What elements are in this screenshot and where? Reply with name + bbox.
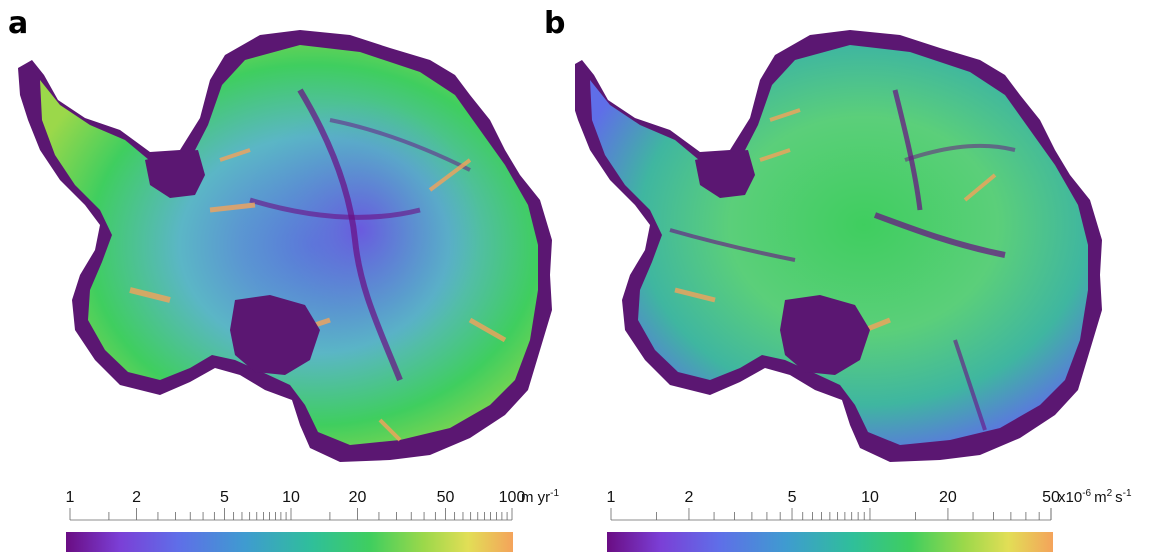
colorbar-tick-label: 10 [282, 489, 300, 506]
colorbar-tick-label: 100 [499, 489, 526, 506]
colorbar-b-svg: 1 2 5 10 20 50 x10-6 m2 s-1 [607, 488, 1132, 552]
colorbar-tick-label: 5 [788, 489, 797, 506]
ice-shelves [695, 150, 870, 375]
panel-letter: b [544, 6, 566, 41]
panel-b: b [544, 0, 1150, 552]
colorbar-tick-label: 2 [132, 489, 141, 506]
colorbar-a-gradient [66, 532, 513, 552]
colorbar-tick-label: 50 [437, 489, 455, 506]
colorbar-tick-label: 1 [607, 489, 616, 506]
colorbar-tick-label: 20 [349, 489, 367, 506]
colorbar-a-svg: 1 2 5 10 20 50 100 m yr-1 [66, 488, 560, 552]
colorbar-tick-label: 50 [1042, 489, 1060, 506]
unit-prefix-exp: -6 [1082, 488, 1091, 499]
unit-m: m [1094, 489, 1107, 506]
colorbar-tick-label: 1 [66, 489, 75, 506]
panel-letter: a [8, 6, 29, 41]
colorbar-a-ticks [69, 508, 513, 521]
antarctica-velocity-map [18, 30, 552, 462]
unit-s-exp: -1 [1123, 488, 1132, 499]
panel-a: a [0, 6, 575, 552]
colorbar-a: 1 2 5 10 20 50 100 m yr-1 [0, 440, 575, 552]
colorbar-tick-label: 5 [220, 489, 229, 506]
colorbar-tick-label: 20 [939, 489, 957, 506]
colorbar-tick-label: 10 [861, 489, 879, 506]
colorbar-tick-label: 2 [685, 489, 694, 506]
colorbar-b-unit: x10-6 m2 s-1 [1058, 488, 1132, 506]
unit-prefix: x10 [1058, 489, 1082, 506]
unit-main: m yr [521, 489, 550, 506]
colorbar-a-unit: m yr-1 [521, 488, 560, 506]
colorbar-b-gradient [607, 532, 1053, 552]
ice-diffusivity-field [590, 45, 1088, 445]
unit-m-exp: 2 [1107, 488, 1113, 499]
unit-exp: -1 [550, 488, 559, 499]
colorbar-b-ticks [610, 508, 1052, 521]
colorbar-b-labels: 1 2 5 10 20 50 [607, 489, 1060, 506]
ice-shelves [145, 150, 320, 375]
unit-s: s [1115, 489, 1123, 506]
colorbar-b: 1 2 5 10 20 50 x10-6 m2 s-1 [575, 440, 1150, 552]
ice-velocity-field [40, 45, 538, 445]
colorbar-a-labels: 1 2 5 10 20 50 100 [66, 489, 526, 506]
antarctica-diffusivity-map [575, 30, 1102, 462]
